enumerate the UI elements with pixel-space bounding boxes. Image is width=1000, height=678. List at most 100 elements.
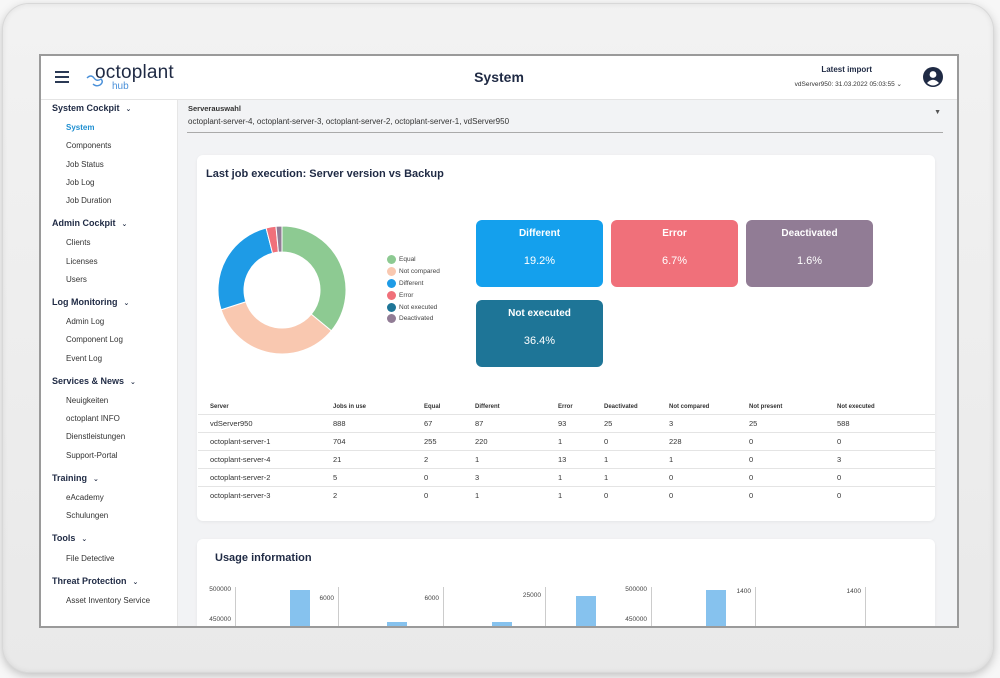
stat-tile-not-executed[interactable]: Not executed 36.4% [476, 300, 603, 367]
stat-tile-deactivated[interactable]: Deactivated 1.6% [746, 220, 873, 287]
page-title: System [474, 69, 524, 85]
sidebar-group-admin-cockpit[interactable]: Admin Cockpit ⌄ [52, 218, 127, 228]
menu-icon[interactable] [55, 71, 69, 83]
legend-dot-icon [387, 267, 396, 277]
sidebar-item-asset-inventory-service[interactable]: Asset Inventory Service [66, 596, 151, 605]
job-execution-card: Last job execution: Server version vs Ba… [197, 155, 935, 521]
legend-item-different[interactable]: Different [387, 278, 440, 290]
column-header-server[interactable]: Server [210, 404, 229, 411]
table-cell-different: 1 [463, 485, 546, 504]
table-cell-error: 1 [546, 431, 592, 450]
sidebar-group-log-monitoring[interactable]: Log Monitoring ⌄ [52, 297, 129, 307]
server-select-value: octoplant-server-4, octoplant-server-3, … [188, 117, 510, 126]
logo[interactable]: octoplant hub [85, 62, 181, 94]
legend-label: Different [399, 279, 424, 287]
legend-label: Equal [399, 256, 416, 264]
legend-item-error[interactable]: Error [387, 289, 440, 301]
chevron-down-icon: ⌄ [130, 378, 136, 386]
sidebar-group-system-cockpit[interactable]: System Cockpit ⌄ [52, 103, 131, 113]
legend-item-equal[interactable]: Equal [387, 254, 440, 266]
donut-slice-different[interactable] [217, 227, 274, 311]
chart-tick-label: 500000 [625, 586, 647, 594]
sidebar-item-licenses[interactable]: Licenses [66, 256, 98, 266]
sidebar-item-support-portal[interactable]: Support-Portal [66, 450, 118, 460]
sidebar-item-clients[interactable]: Clients [66, 238, 91, 248]
column-header-jobs-in-use[interactable]: Jobs in use [333, 404, 367, 411]
donut-slice-deactivated[interactable] [275, 225, 283, 253]
table-row[interactable]: octoplant-server-1 704 255 220 1 0 228 0 0 [198, 431, 935, 450]
chart-axis [865, 587, 866, 626]
stat-tile-error[interactable]: Error 6.7% [611, 220, 738, 287]
legend-item-not-executed[interactable]: Not executed [387, 301, 440, 313]
table-cell-equal: 255 [412, 431, 463, 450]
sidebar-item-job-duration[interactable]: Job Duration [66, 196, 112, 205]
legend-item-not-compared[interactable]: Not compared [387, 266, 440, 278]
column-header-deactivated[interactable]: Deactivated [604, 404, 638, 411]
table-cell-not-compared: 0 [657, 467, 737, 486]
table-cell-server: octoplant-server-3 [198, 485, 321, 504]
sidebar-item-job-status[interactable]: Job Status [66, 159, 104, 169]
chart-tick-label: 1400 [736, 588, 751, 596]
chart-bar[interactable] [576, 595, 596, 626]
sidebar-group-training[interactable]: Training ⌄ [52, 473, 99, 483]
column-header-equal[interactable]: Equal [424, 404, 441, 411]
donut-slice-not-compared[interactable] [220, 301, 333, 355]
sidebar-item-octoplant-info[interactable]: octoplant INFO [66, 414, 120, 424]
sidebar-group-threat-protection[interactable]: Threat Protection ⌄ [52, 576, 138, 586]
sidebar-group-label: System Cockpit [52, 103, 120, 113]
stat-tile-value: 36.4% [523, 335, 556, 347]
chart-bar[interactable] [706, 590, 726, 626]
chart-axis [338, 587, 339, 626]
user-account-icon[interactable] [923, 67, 943, 87]
stat-tile-different[interactable]: Different 19.2% [476, 220, 603, 287]
table-cell-not-compared: 228 [657, 431, 737, 450]
chart-axis [235, 587, 236, 626]
sidebar-group-tools[interactable]: Tools ⌄ [52, 533, 87, 543]
sidebar-item-system[interactable]: System [66, 123, 95, 133]
table-row[interactable]: octoplant-server-2 5 0 3 1 1 0 0 0 [198, 467, 935, 486]
table-row[interactable]: octoplant-server-3 2 0 1 1 0 0 0 0 [198, 485, 935, 504]
chart-bar[interactable] [492, 622, 512, 626]
server-select[interactable]: Serverauswahl octoplant-server-4, octopl… [187, 102, 943, 133]
table-cell-deactivated: 0 [592, 485, 657, 504]
chart-bar[interactable] [290, 590, 310, 626]
table-cell-not-executed: 588 [825, 413, 935, 432]
donut-chart [217, 225, 347, 355]
sidebar-item-users[interactable]: Users [66, 274, 87, 284]
chart-tick-label: 450000 [625, 616, 647, 624]
chart-bar[interactable] [387, 622, 407, 626]
sidebar-item-schulungen[interactable]: Schulungen [66, 511, 109, 521]
job-card-title: Last job execution: Server version vs Ba… [206, 168, 444, 180]
stat-tile-value: 6.7% [661, 255, 688, 267]
legend-label: Deactivated [399, 315, 434, 323]
stat-tile-label: Not executed [508, 308, 571, 319]
table-cell-jobs-in-use: 2 [321, 485, 412, 504]
sidebar-group-label: Services & News [52, 375, 125, 386]
sidebar-item-components[interactable]: Components [66, 141, 112, 151]
sidebar-item-file-detective[interactable]: File Detective [66, 553, 115, 563]
sidebar-item-component-log[interactable]: Component Log [66, 335, 123, 345]
sidebar-item-neuigkeiten[interactable]: Neuigkeiten [66, 396, 109, 405]
chevron-down-icon: ⌄ [93, 475, 99, 483]
column-header-not-compared[interactable]: Not compared [669, 404, 710, 411]
column-header-error[interactable]: Error [558, 404, 573, 411]
chart-tick-label: 500000 [209, 586, 231, 594]
table-row[interactable]: vdServer950 888 67 87 93 25 3 25 588 [198, 413, 935, 432]
sidebar-item-dienstleistungen[interactable]: Dienstleistungen [66, 432, 126, 442]
sidebar-item-admin-log[interactable]: Admin Log [66, 317, 105, 327]
stat-tile-label: Different [518, 228, 561, 239]
app-screen: octoplant hub System Latest import vdSer… [41, 56, 957, 626]
table-row[interactable]: octoplant-server-4 21 2 1 13 1 1 0 3 [198, 449, 935, 468]
sidebar-item-eacademy[interactable]: eAcademy [66, 493, 104, 502]
latest-import-dropdown[interactable]: vdServer950: 31.03.2022 05:03:55 ⌄ [794, 81, 902, 88]
column-header-different[interactable]: Different [475, 404, 500, 411]
sidebar-item-job-log[interactable]: Job Log [66, 177, 95, 187]
sidebar-item-event-log[interactable]: Event Log [66, 353, 103, 363]
donut-slice-equal[interactable] [281, 225, 347, 332]
column-header-not-executed[interactable]: Not executed [837, 404, 875, 411]
table-cell-jobs-in-use: 5 [321, 467, 412, 486]
legend-item-deactivated[interactable]: Deactivated [387, 313, 440, 325]
logo-subtext: hub [112, 81, 129, 92]
sidebar-group-services-news[interactable]: Services & News ⌄ [52, 376, 136, 386]
column-header-not-present[interactable]: Not present [749, 404, 783, 411]
